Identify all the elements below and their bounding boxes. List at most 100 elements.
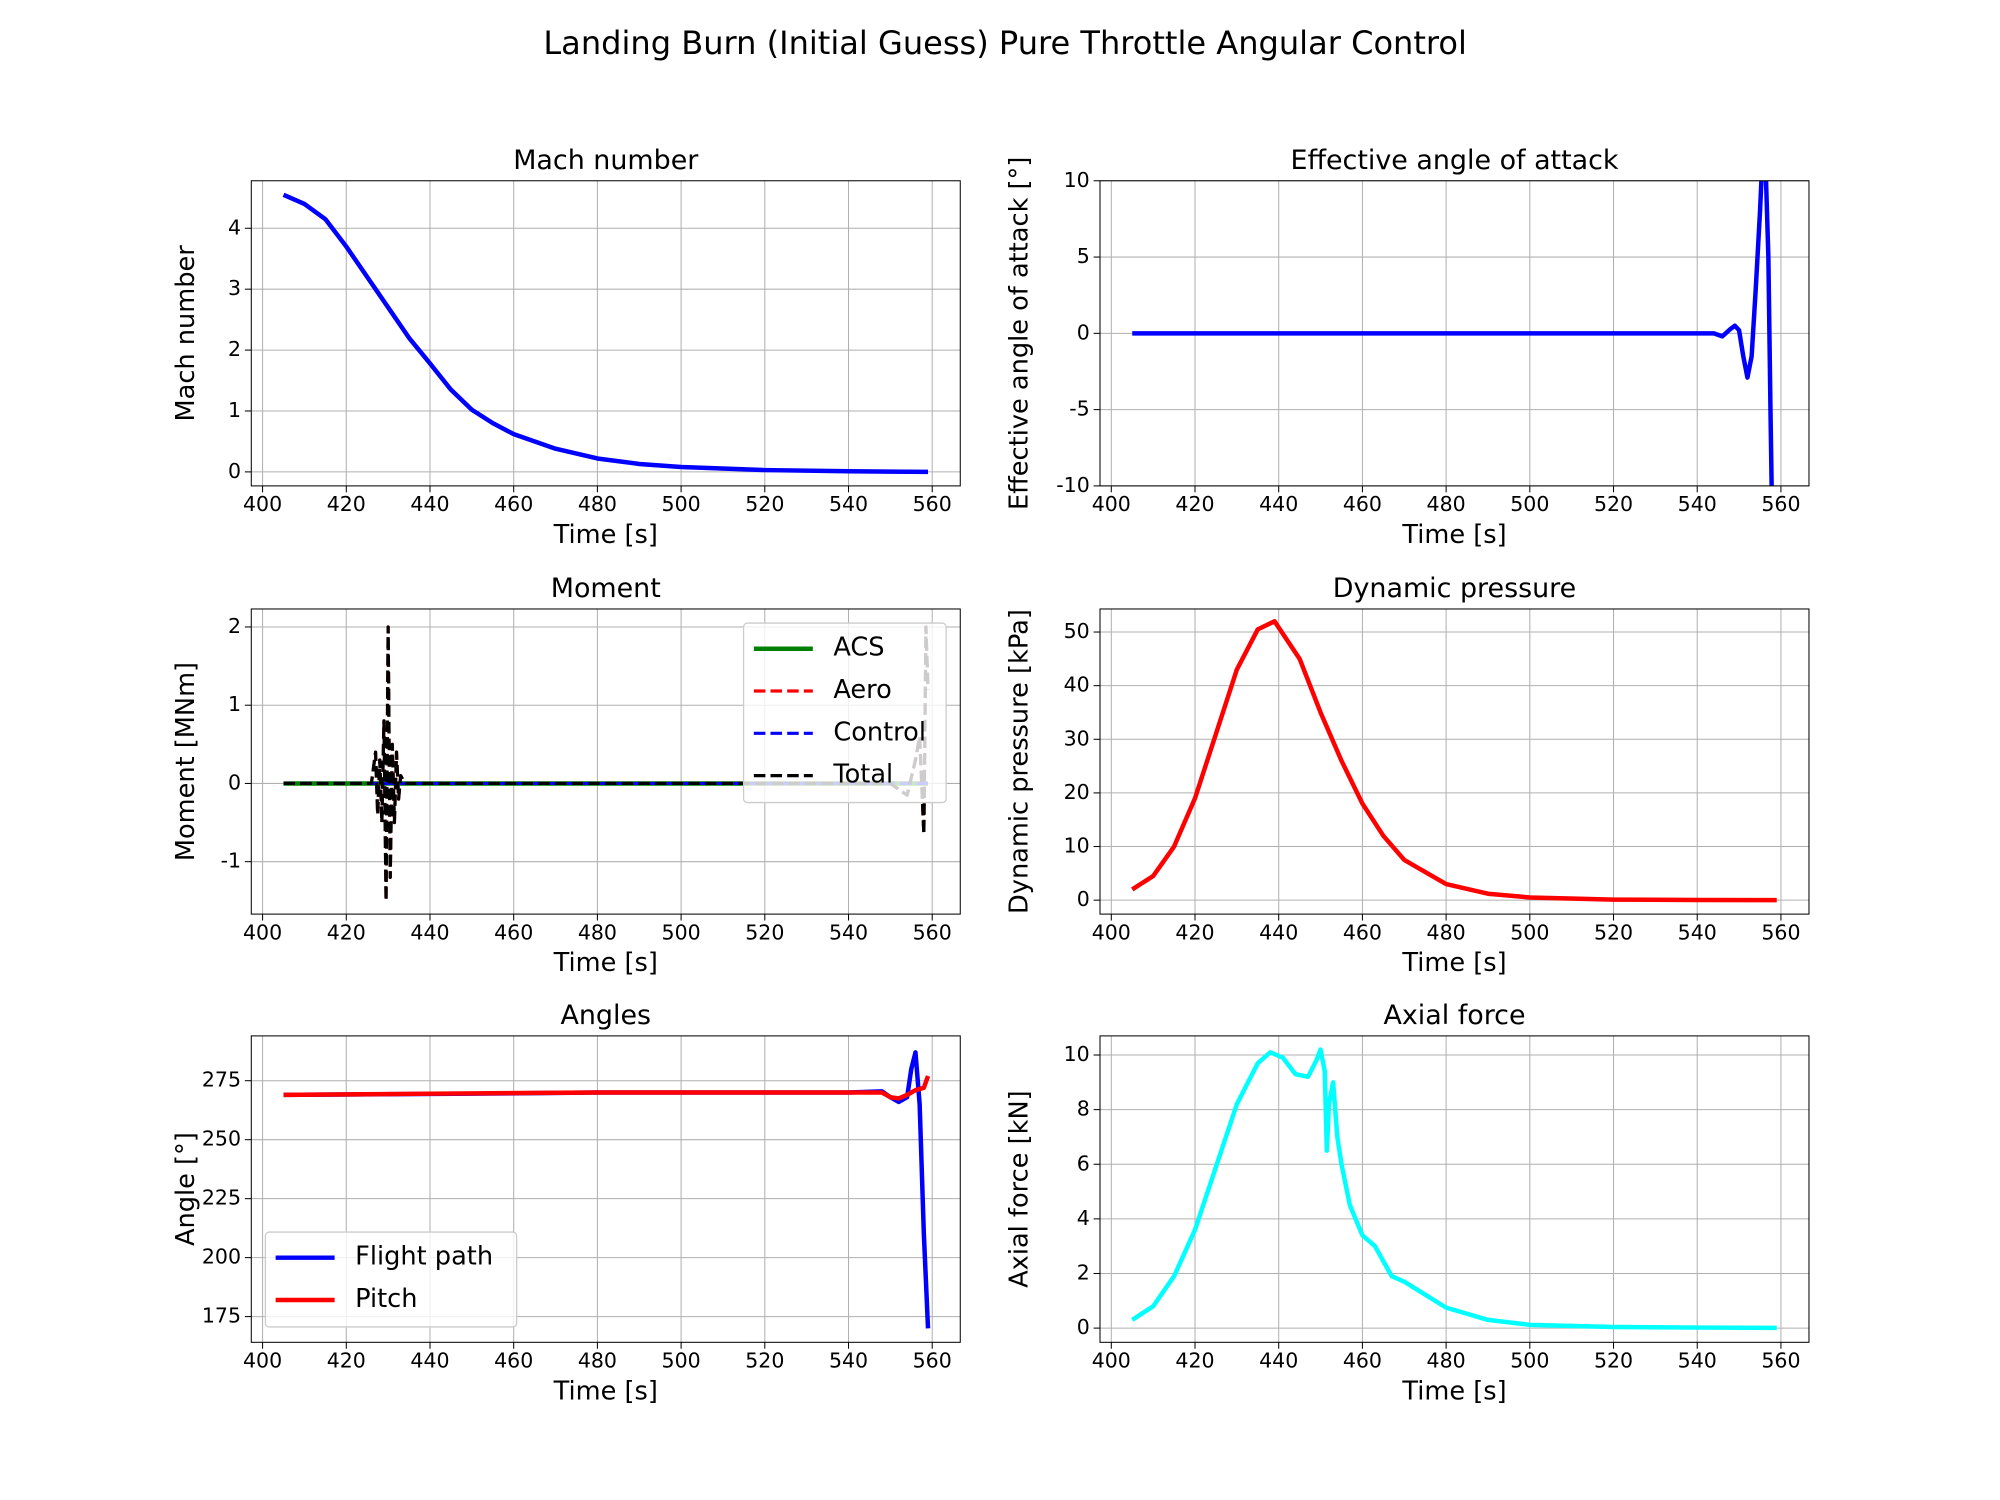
legend-label: Control — [833, 717, 926, 747]
axes-title: Dynamic pressure — [1333, 573, 1576, 604]
x-tick-label: 480 — [1427, 1349, 1466, 1373]
x-tick-label: 460 — [1343, 492, 1382, 516]
plot-area — [1132, 180, 1774, 486]
x-tick-label: 480 — [1427, 920, 1466, 944]
x-tick-label: 440 — [1259, 1349, 1298, 1373]
y-tick-label: 2 — [228, 614, 241, 638]
x-tick-label: 460 — [494, 920, 533, 944]
x-tick-label: 520 — [1594, 492, 1633, 516]
y-tick-label: 40 — [1064, 673, 1090, 697]
plot-area — [283, 1050, 931, 1329]
x-tick-label: 560 — [913, 492, 952, 516]
x-axis-label: Time [s] — [1401, 520, 1506, 550]
x-axis-label: Time [s] — [1401, 1376, 1506, 1406]
plot-area — [282, 192, 929, 475]
x-axis-label: Time [s] — [553, 1376, 658, 1406]
x-tick-label: 420 — [327, 1349, 366, 1373]
y-tick-label: 8 — [1077, 1097, 1090, 1121]
y-tick-label: 2 — [1077, 1260, 1090, 1284]
y-tick-label: -1 — [221, 849, 241, 873]
x-tick-label: 400 — [1092, 920, 1131, 944]
x-tick-label: 560 — [1761, 1349, 1800, 1373]
x-tick-label: 560 — [913, 1349, 952, 1373]
y-tick-label: 2 — [228, 337, 241, 361]
plot-area — [1131, 619, 1777, 903]
axes-title: Effective angle of attack — [1290, 145, 1618, 176]
y-tick-label: 5 — [1077, 244, 1090, 268]
x-tick-label: 420 — [327, 920, 366, 944]
series-line — [283, 625, 930, 903]
x-tick-label: 480 — [578, 1349, 617, 1373]
x-axis-label: Time [s] — [553, 948, 658, 978]
x-axis-label: Time [s] — [553, 520, 658, 550]
y-tick-label: 10 — [1064, 168, 1090, 192]
axes-frame — [250, 608, 961, 915]
legend-label: Aero — [833, 675, 892, 705]
figure-title: Landing Burn (Initial Guess) Pure Thrott… — [543, 24, 1467, 62]
x-tick-label: 540 — [829, 920, 868, 944]
y-axis-label: Angle [°] — [171, 1132, 201, 1246]
x-tick-label: 560 — [1761, 920, 1800, 944]
axes-title: Axial force — [1383, 1000, 1525, 1031]
plot-area — [1131, 1047, 1777, 1331]
x-tick-label: 460 — [1343, 920, 1382, 944]
x-tick-label: 400 — [1092, 1349, 1131, 1373]
x-tick-label: 560 — [1761, 492, 1800, 516]
x-tick-label: 540 — [829, 1349, 868, 1373]
x-tick-label: 560 — [913, 920, 952, 944]
x-tick-label: 440 — [410, 1349, 449, 1373]
axes-frame — [1099, 608, 1810, 915]
y-axis-label: Mach number — [171, 245, 201, 422]
axes-frame — [250, 1035, 961, 1343]
x-tick-label: 420 — [1175, 1349, 1214, 1373]
y-tick-label: -10 — [1056, 473, 1089, 497]
y-tick-label: 50 — [1064, 619, 1090, 643]
series-line — [283, 1075, 931, 1101]
legend-box — [742, 622, 947, 804]
x-tick-label: 420 — [1175, 920, 1214, 944]
y-tick-label: 0 — [1077, 887, 1090, 911]
series-line — [1132, 180, 1774, 486]
y-tick-label: 10 — [1064, 834, 1090, 858]
legend-label: Total — [832, 760, 893, 790]
axes-frame — [250, 180, 961, 487]
y-tick-label: 0 — [228, 770, 241, 794]
axes-frame — [1099, 180, 1810, 487]
y-axis-label: Effective angle of attack [°] — [1005, 157, 1035, 510]
x-tick-label: 520 — [745, 492, 784, 516]
axes-title: Moment — [551, 573, 661, 604]
x-tick-label: 480 — [578, 492, 617, 516]
x-tick-label: 400 — [243, 1349, 282, 1373]
x-tick-label: 520 — [1594, 920, 1633, 944]
x-tick-label: 400 — [243, 920, 282, 944]
y-tick-label: 250 — [202, 1127, 241, 1151]
y-tick-label: 0 — [228, 459, 241, 483]
y-tick-label: 1 — [228, 398, 241, 422]
x-tick-label: 480 — [1427, 492, 1466, 516]
series-line — [1131, 1047, 1777, 1331]
x-tick-label: 520 — [745, 1349, 784, 1373]
y-tick-label: 6 — [1077, 1151, 1090, 1175]
x-tick-label: 460 — [494, 1349, 533, 1373]
axes-title: Mach number — [513, 145, 699, 176]
y-axis-label: Moment [MNm] — [171, 662, 201, 861]
x-tick-label: 440 — [410, 492, 449, 516]
y-tick-label: 200 — [202, 1245, 241, 1269]
y-tick-label: 275 — [202, 1068, 241, 1092]
x-axis-label: Time [s] — [1401, 948, 1506, 978]
x-tick-label: 540 — [1678, 492, 1717, 516]
y-tick-label: 10 — [1064, 1042, 1090, 1066]
legend-label: Flight path — [355, 1242, 493, 1272]
y-tick-label: 0 — [1077, 1315, 1090, 1339]
x-tick-label: 440 — [1259, 492, 1298, 516]
x-tick-label: 440 — [410, 920, 449, 944]
x-tick-label: 500 — [1510, 920, 1549, 944]
x-tick-label: 500 — [1510, 492, 1549, 516]
x-tick-label: 400 — [1092, 492, 1131, 516]
axes-frame — [1099, 1035, 1810, 1343]
x-tick-label: 440 — [1259, 920, 1298, 944]
x-tick-label: 520 — [745, 920, 784, 944]
y-tick-label: 0 — [1077, 320, 1090, 344]
axes-title: Angles — [560, 1000, 651, 1031]
